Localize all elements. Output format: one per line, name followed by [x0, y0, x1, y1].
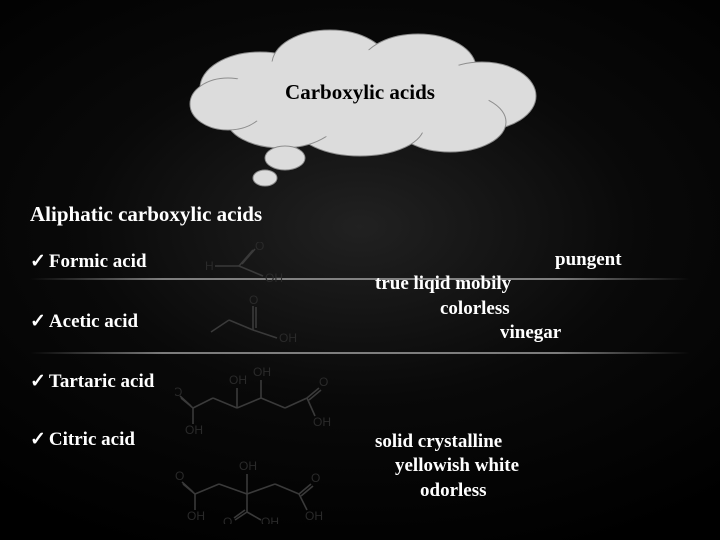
atom-label: OH [253, 365, 271, 379]
atom-label: OH [187, 509, 205, 523]
properties-group-1: pungent true liqid mobily colorless vine… [365, 248, 685, 345]
check-icon: ✓ [30, 428, 46, 451]
atom-label: OH [279, 331, 297, 345]
atom-label: OH [229, 373, 247, 387]
properties-group-2: solid crystalline yellowish white odorle… [375, 430, 695, 503]
section-heading: Aliphatic carboxylic acids [30, 202, 262, 227]
atom-label: OH [265, 271, 283, 285]
atom-label: O [319, 375, 328, 389]
thought-cloud: Carboxylic acids [150, 18, 570, 183]
atom-label: O [249, 293, 258, 307]
atom-label: O [175, 385, 182, 399]
list-item: ✓Formic acid [30, 250, 154, 273]
structures-svg: H O OH O OH [175, 242, 345, 524]
check-icon: ✓ [30, 370, 46, 393]
atom-label: OH [185, 423, 203, 437]
atom-label: O [255, 242, 264, 253]
acid-name: Formic acid [49, 251, 147, 272]
property-text: yellowish white [375, 454, 695, 478]
list-item: ✓Citric acid [30, 428, 154, 451]
acid-name: Acetic acid [49, 311, 138, 332]
atom-label: O [175, 469, 184, 483]
chemical-structures: H O OH O OH [175, 242, 345, 524]
atom-label: OH [305, 509, 323, 523]
property-text: colorless [365, 297, 685, 321]
list-item: ✓Tartaric acid [30, 370, 154, 393]
atom-label: OH [313, 415, 331, 429]
property-text: true liqid mobily [365, 272, 685, 296]
slide-title: Carboxylic acids [150, 80, 570, 105]
check-icon: ✓ [30, 310, 46, 333]
atom-label: OH [261, 515, 279, 524]
atom-label: O [223, 515, 232, 524]
acid-name: Tartaric acid [49, 371, 154, 392]
atom-label: OH [239, 459, 257, 473]
property-text: vinegar [365, 321, 685, 345]
property-text: pungent [365, 248, 685, 272]
list-item: ✓Acetic acid [30, 310, 154, 333]
property-text: solid crystalline [375, 430, 695, 454]
atom-label: O [311, 471, 320, 485]
check-icon: ✓ [30, 250, 46, 273]
acid-list: ✓Formic acid ✓Acetic acid ✓Tartaric acid… [30, 250, 154, 488]
acid-name: Citric acid [49, 429, 135, 450]
atom-label: H [205, 259, 214, 273]
property-text: odorless [375, 479, 695, 503]
